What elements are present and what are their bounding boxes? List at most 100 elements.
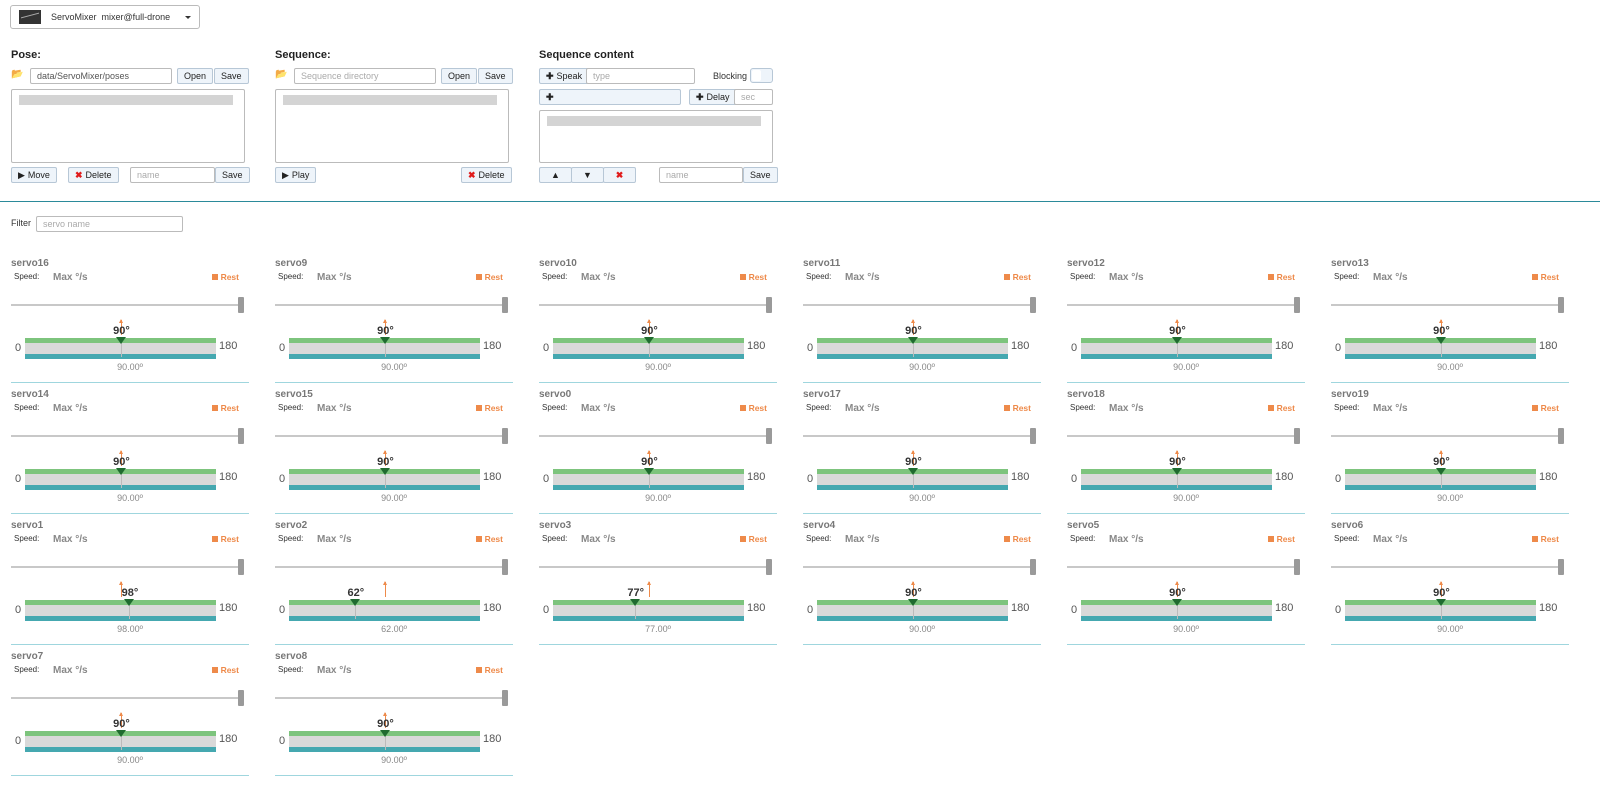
rest-button[interactable]: Rest (1531, 534, 1559, 544)
rest-button[interactable]: Rest (739, 403, 767, 413)
position-pointer-icon[interactable] (379, 468, 390, 475)
speed-slider-track[interactable] (1067, 435, 1300, 437)
speed-slider-handle[interactable] (502, 297, 508, 313)
speed-slider-handle[interactable] (766, 428, 772, 444)
speed-slider-handle[interactable] (1030, 559, 1036, 575)
speed-slider-handle[interactable] (1294, 297, 1300, 313)
pose-move-button[interactable]: ▶ Move (11, 167, 57, 183)
speed-slider-handle[interactable] (1030, 428, 1036, 444)
speed-slider-track[interactable] (11, 435, 244, 437)
sequence-list-item[interactable] (283, 95, 497, 105)
sequence-open-button[interactable]: Open (441, 68, 478, 84)
rest-button[interactable]: Rest (211, 534, 239, 544)
pose-name-input[interactable] (130, 167, 215, 183)
speed-slider-track[interactable] (11, 697, 244, 699)
speed-slider-handle[interactable] (1558, 428, 1564, 444)
rest-button[interactable]: Rest (1267, 534, 1295, 544)
pose-directory-input[interactable] (30, 68, 172, 84)
rest-button[interactable]: Rest (211, 665, 239, 675)
position-pointer-icon[interactable] (115, 337, 126, 344)
content-name-input[interactable] (659, 167, 743, 183)
sequence-play-button[interactable]: ▶ Play (275, 167, 317, 183)
rest-button[interactable]: Rest (1267, 272, 1295, 282)
position-pointer-icon[interactable] (1435, 468, 1446, 475)
position-pointer-icon[interactable] (907, 337, 918, 344)
position-pointer-icon[interactable] (629, 599, 640, 606)
rest-button[interactable]: Rest (1003, 272, 1031, 282)
position-pointer-icon[interactable] (379, 730, 390, 737)
folder-open-icon[interactable]: 📂 (11, 69, 24, 80)
position-pointer-icon[interactable] (643, 468, 654, 475)
speed-slider-track[interactable] (803, 435, 1036, 437)
speed-slider-handle[interactable] (1030, 297, 1036, 313)
sequence-directory-input[interactable] (294, 68, 436, 84)
rest-button[interactable]: Rest (475, 665, 503, 675)
rest-button[interactable]: Rest (211, 403, 239, 413)
speed-slider-handle[interactable] (238, 428, 244, 444)
speed-slider-handle[interactable] (238, 297, 244, 313)
speed-slider-handle[interactable] (238, 559, 244, 575)
speed-slider-track[interactable] (803, 304, 1036, 306)
sequence-save-button[interactable]: Save (478, 68, 513, 84)
sequence-content-list[interactable] (539, 110, 773, 163)
delay-seconds-input[interactable] (734, 89, 773, 105)
speed-slider-track[interactable] (1331, 304, 1564, 306)
position-pointer-icon[interactable] (115, 468, 126, 475)
rest-button[interactable]: Rest (475, 403, 503, 413)
pose-list[interactable] (11, 89, 245, 163)
delay-button[interactable]: ✚ Delay (689, 89, 737, 105)
speed-slider-track[interactable] (1331, 435, 1564, 437)
speed-slider-track[interactable] (1067, 304, 1300, 306)
pose-open-button[interactable]: Open (177, 68, 214, 84)
speed-slider-handle[interactable] (766, 559, 772, 575)
speed-slider-track[interactable] (539, 304, 772, 306)
speed-slider-track[interactable] (275, 566, 508, 568)
position-pointer-icon[interactable] (349, 599, 360, 606)
speed-slider-track[interactable] (1331, 566, 1564, 568)
sequence-content-item[interactable] (547, 116, 761, 126)
rest-button[interactable]: Rest (475, 534, 503, 544)
position-pointer-icon[interactable] (379, 337, 390, 344)
speak-text-input[interactable] (586, 68, 695, 84)
blocking-toggle[interactable] (750, 68, 773, 83)
speed-slider-handle[interactable] (1294, 428, 1300, 444)
remove-item-button[interactable]: ✖ (603, 167, 636, 183)
content-save-button[interactable]: Save (743, 167, 778, 183)
position-pointer-icon[interactable] (1171, 468, 1182, 475)
rest-button[interactable]: Rest (1003, 534, 1031, 544)
position-pointer-icon[interactable] (1435, 337, 1446, 344)
servo-filter-input[interactable] (36, 216, 183, 232)
rest-button[interactable]: Rest (739, 534, 767, 544)
pose-save-button[interactable]: Save (214, 68, 249, 84)
position-pointer-icon[interactable] (123, 599, 134, 606)
rest-button[interactable]: Rest (1003, 403, 1031, 413)
speed-slider-handle[interactable] (502, 428, 508, 444)
rest-button[interactable]: Rest (475, 272, 503, 282)
rest-button[interactable]: Rest (739, 272, 767, 282)
pose-save-name-button[interactable]: Save (215, 167, 250, 183)
speed-slider-handle[interactable] (1558, 297, 1564, 313)
position-pointer-icon[interactable] (1171, 599, 1182, 606)
folder-open-icon[interactable]: 📂 (275, 69, 288, 80)
rest-button[interactable]: Rest (1531, 403, 1559, 413)
position-pointer-icon[interactable] (1435, 599, 1446, 606)
speed-slider-track[interactable] (1067, 566, 1300, 568)
speed-slider-track[interactable] (11, 304, 244, 306)
position-pointer-icon[interactable] (643, 337, 654, 344)
position-pointer-icon[interactable] (907, 468, 918, 475)
sequence-delete-button[interactable]: ✖ Delete (461, 167, 512, 183)
speed-slider-handle[interactable] (766, 297, 772, 313)
move-down-button[interactable]: ▼ (571, 167, 604, 183)
speed-slider-handle[interactable] (502, 559, 508, 575)
speed-slider-track[interactable] (275, 697, 508, 699)
move-up-button[interactable]: ▲ (539, 167, 572, 183)
add-action-button[interactable]: ✚ (539, 89, 681, 105)
speed-slider-track[interactable] (275, 304, 508, 306)
gauge-body[interactable] (25, 605, 216, 616)
speed-slider-handle[interactable] (1558, 559, 1564, 575)
rest-button[interactable]: Rest (1531, 272, 1559, 282)
rest-button[interactable]: Rest (211, 272, 239, 282)
speed-slider-handle[interactable] (502, 690, 508, 706)
speed-slider-track[interactable] (539, 435, 772, 437)
pose-list-item[interactable] (19, 95, 233, 105)
